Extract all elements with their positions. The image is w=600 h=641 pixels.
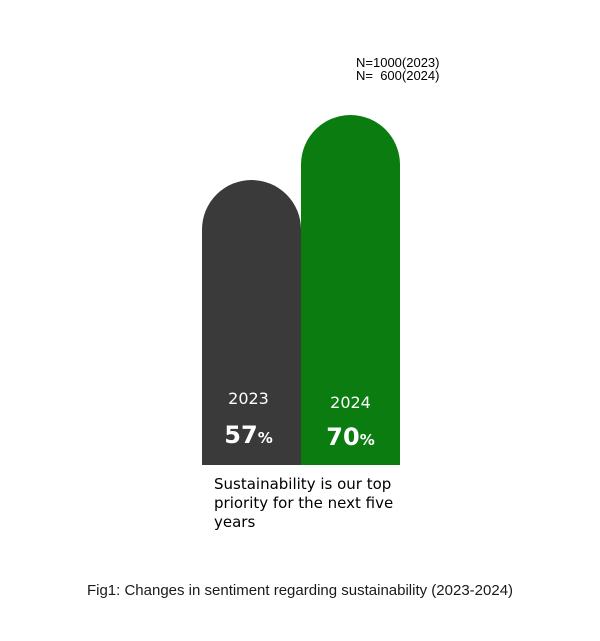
bar-year-label: 2023 — [228, 389, 269, 408]
bar-2024 — [301, 115, 400, 465]
bar-year-label: 2024 — [330, 393, 371, 412]
figure-caption: Fig1: Changes in sentiment regarding sus… — [86, 582, 514, 599]
category-label: Sustainability is our top priority for t… — [214, 475, 394, 531]
bar-2023 — [202, 180, 301, 465]
sample-size-2024: N= 600(2024) — [356, 68, 440, 83]
sample-size-note: N=1000(2023) N= 600(2024) — [356, 56, 439, 82]
sample-size-2023: N=1000(2023) — [356, 55, 440, 70]
